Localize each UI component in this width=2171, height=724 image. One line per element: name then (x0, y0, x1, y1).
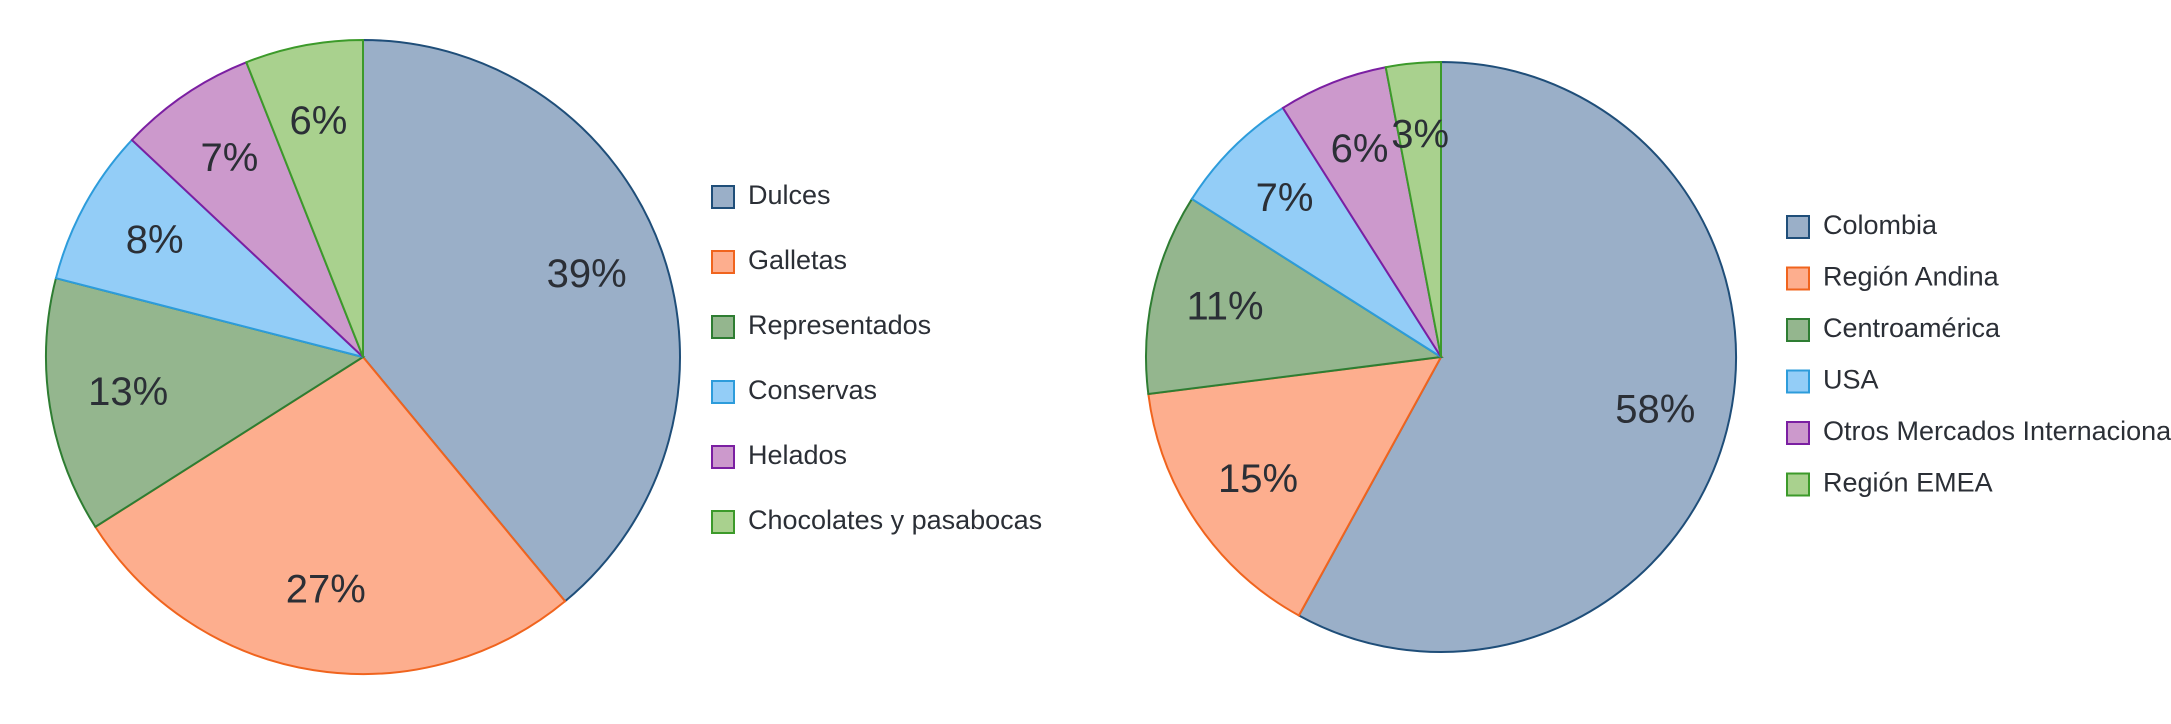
pie-slice (130, 60, 364, 358)
value-label: 6% (1331, 127, 1389, 171)
legend: Dulces Galletas Representados Conservas Hela… (711, 180, 1042, 535)
value-label: 8% (126, 218, 184, 262)
pie-slice (245, 38, 364, 358)
value-label: 6% (290, 99, 348, 143)
pie-slice (1384, 60, 1442, 358)
legend-swatch (711, 250, 735, 274)
legend-swatch (1786, 421, 1810, 445)
value-label: 39% (547, 252, 627, 296)
legend-swatch (1786, 318, 1810, 342)
value-label: 3% (1391, 112, 1449, 156)
pie-slice (54, 138, 364, 358)
legend-label: Representados (748, 310, 931, 340)
legend-label: Chocolates y pasabocas (748, 505, 1042, 535)
pie-slice (45, 276, 366, 529)
legend-label: Otros Mercados Internacionales (1823, 416, 2171, 446)
pie-slice (93, 355, 567, 675)
pie-chart: 39% 27% 13% 8% 7% 6% (45, 38, 681, 675)
legend-swatch (711, 445, 735, 469)
value-label: 27% (286, 567, 366, 611)
pie-slice (362, 38, 681, 603)
legend-label: Colombia (1823, 210, 1938, 240)
legend-swatch (1786, 472, 1810, 497)
pie-slice (1145, 197, 1444, 396)
legend: Colombia Región Andina Centroamérica USA Otr… (1786, 210, 2171, 498)
legend-label: Dulces (748, 180, 831, 210)
legend-swatch (1786, 266, 1810, 291)
legend-swatch (711, 380, 735, 404)
pie-slice (1147, 355, 1443, 617)
pie-slice (1297, 60, 1737, 653)
legend-label: USA (1823, 365, 1879, 395)
legend-swatch (1786, 369, 1810, 394)
legend-swatch (711, 315, 735, 339)
value-label: 7% (200, 136, 258, 180)
value-label: 7% (1256, 176, 1314, 220)
value-label: 15% (1218, 457, 1298, 501)
pie-chart: 58% 15% 11% 7% 6% 3% (1145, 60, 1737, 653)
legend-label: Galletas (748, 245, 847, 275)
pie-slice (1190, 106, 1442, 358)
legend-swatch (711, 185, 735, 209)
legend-swatch (711, 510, 735, 534)
legend-label: Centroamérica (1823, 313, 2001, 343)
value-label: 13% (88, 370, 168, 414)
legend-label: Región Andina (1823, 262, 2000, 292)
legend-label: Conservas (748, 375, 877, 405)
value-label: 11% (1187, 284, 1264, 328)
legend-label: Región EMEA (1823, 468, 1993, 498)
legend-label: Helados (748, 440, 847, 470)
legend-swatch (1786, 215, 1810, 239)
value-label: 58% (1615, 388, 1695, 432)
